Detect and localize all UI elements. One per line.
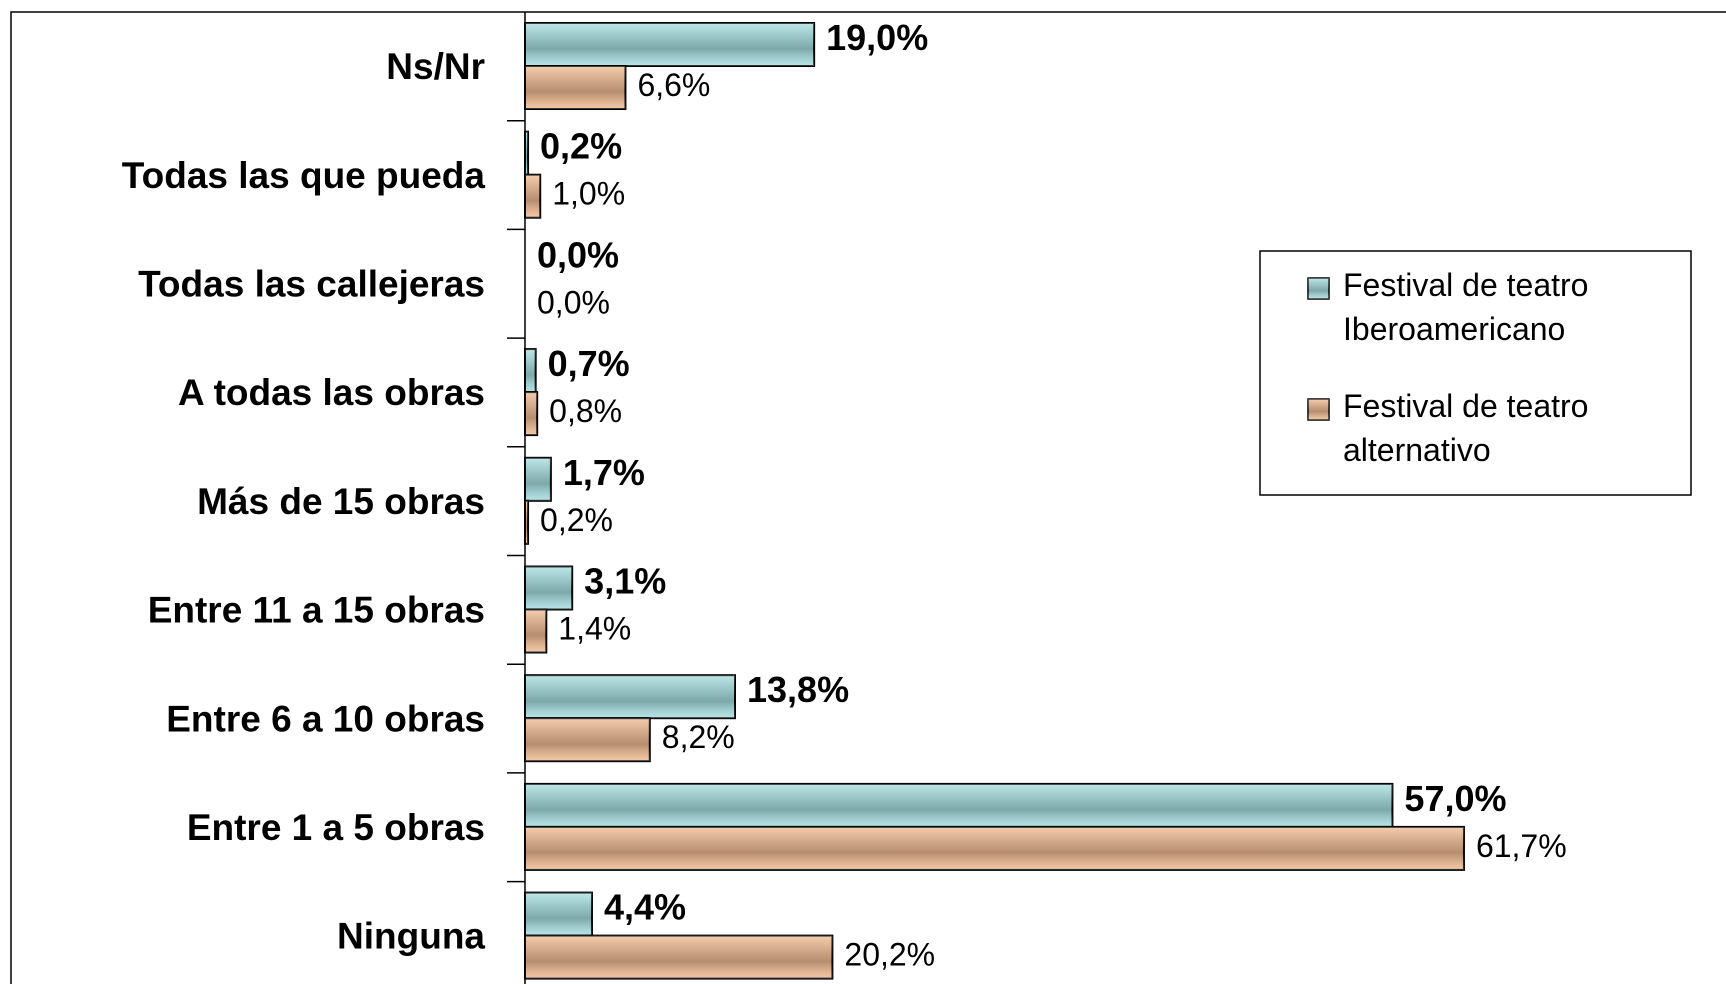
bar-shade (525, 566, 573, 610)
value-label: 0,2% (540, 126, 622, 167)
bar-shade (525, 675, 736, 719)
bar-shade (525, 826, 1464, 870)
value-label: 19,0% (826, 17, 928, 58)
bar-shade (525, 131, 529, 175)
value-label: 3,1% (584, 561, 666, 602)
bar-shade (525, 935, 833, 979)
value-label: 8,2% (662, 719, 735, 755)
category-label: Entre 11 a 15 obras (148, 590, 485, 631)
bar-shade (525, 349, 536, 393)
legend-label: Festival de teatro alternativo (1343, 388, 1588, 468)
category-label: Todas las callejeras (138, 264, 485, 305)
bar-shade (525, 457, 551, 501)
category-label: Entre 1 a 5 obras (187, 807, 485, 848)
value-label: 4,4% (604, 887, 686, 928)
value-label: 0,0% (537, 284, 610, 320)
legend-marker-shade (1308, 399, 1329, 420)
value-label: 0,7% (548, 343, 630, 384)
bar-shade (525, 783, 1393, 827)
bar-shade (525, 392, 538, 436)
value-label: 13,8% (747, 669, 849, 710)
category-label: Todas las que pueda (122, 155, 486, 196)
value-label: 57,0% (1404, 778, 1506, 819)
value-label: 0,0% (537, 234, 619, 275)
legend-label: Festival de teatro Iberoamericano (1343, 267, 1588, 347)
value-label: 61,7% (1476, 828, 1567, 864)
bar-shade (525, 718, 650, 762)
value-label: 0,8% (549, 393, 622, 429)
value-label: 1,0% (552, 176, 625, 212)
category-label: Ninguna (337, 916, 485, 957)
legend-marker-shade (1308, 278, 1329, 299)
bar-shade (525, 500, 529, 544)
bar-shade (525, 892, 592, 936)
value-label: 1,4% (558, 610, 631, 646)
value-label: 6,6% (637, 67, 710, 103)
category-label: Más de 15 obras (197, 481, 485, 522)
bar-shade (525, 174, 541, 218)
value-label: 0,2% (540, 502, 613, 538)
category-label: Entre 6 a 10 obras (166, 698, 485, 739)
category-label: A todas las obras (178, 372, 485, 413)
legend-box (1259, 250, 1692, 496)
plot-frame (10, 11, 1726, 984)
category-label: Ns/Nr (386, 46, 485, 87)
bar-shade (525, 609, 547, 653)
bar-shade (525, 66, 626, 109)
value-label: 1,7% (563, 452, 645, 493)
bar-shade (525, 23, 815, 66)
value-label: 20,2% (844, 937, 935, 973)
